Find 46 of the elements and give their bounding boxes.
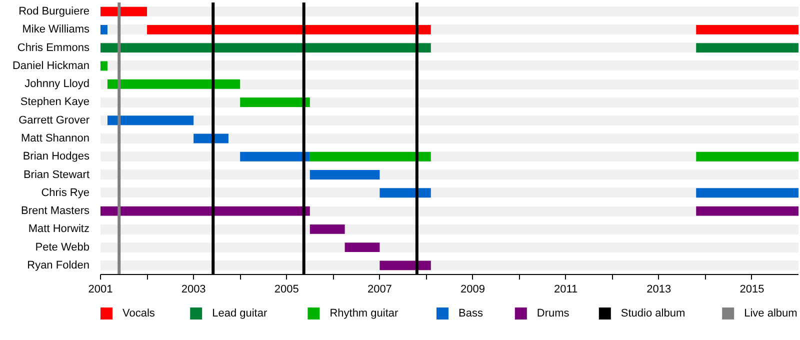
bar	[380, 260, 431, 270]
y-tick-label: Garrett Grover	[18, 114, 90, 126]
legend-label: Drums	[536, 308, 570, 320]
legend-label: Live album	[744, 308, 798, 320]
bar	[240, 98, 310, 107]
legend-label: Rhythm guitar	[330, 308, 399, 320]
bar	[344, 242, 380, 252]
bar	[107, 116, 194, 126]
bar	[100, 61, 108, 71]
bar	[100, 24, 108, 34]
y-tick-label: Brian Hodges	[22, 150, 90, 163]
bar	[100, 206, 310, 216]
x-tick-label: 2005	[274, 284, 299, 296]
y-tick-label: Rod Burguiere	[18, 6, 90, 18]
bar	[310, 152, 431, 162]
bar	[100, 6, 148, 16]
y-tick-label: Matt Shannon	[21, 132, 90, 144]
legend-label: Vocals	[122, 308, 156, 320]
bar	[310, 224, 345, 234]
y-tick-label: Mike Williams	[22, 24, 90, 36]
x-tick-label: 2007	[367, 284, 392, 296]
x-tick-label: 2001	[88, 284, 113, 296]
y-tick-label: Brent Masters	[21, 205, 90, 218]
y-tick-label: Daniel Hickman	[12, 60, 90, 72]
x-tick-label: 2009	[460, 284, 486, 296]
y-tick-label: Johnny Lloyd	[24, 78, 90, 90]
bar	[310, 170, 380, 180]
bar	[147, 24, 431, 34]
bar	[240, 152, 310, 162]
bar	[107, 79, 240, 89]
y-tick-label: Matt Horwitz	[28, 223, 90, 236]
legend-label: Lead guitar	[212, 308, 268, 320]
x-tick-label: 2013	[646, 284, 672, 296]
legend-label: Bass	[458, 308, 484, 320]
y-tick-label: Pete Webb	[35, 241, 90, 254]
y-tick-label: Brian Stewart	[23, 168, 90, 181]
y-tick-label: Chris Emmons	[17, 42, 90, 54]
x-tick-label: 2011	[554, 284, 578, 296]
x-tick-label: 2003	[181, 284, 206, 296]
y-tick-label: Stephen Kaye	[20, 96, 90, 108]
y-tick-label: Chris Rye	[41, 186, 90, 199]
y-tick-label: Ryan Folden	[27, 259, 90, 272]
bar	[380, 188, 431, 198]
x-tick-label: 2015	[740, 284, 764, 296]
bar	[100, 43, 431, 53]
legend-label: Studio album	[620, 308, 686, 320]
